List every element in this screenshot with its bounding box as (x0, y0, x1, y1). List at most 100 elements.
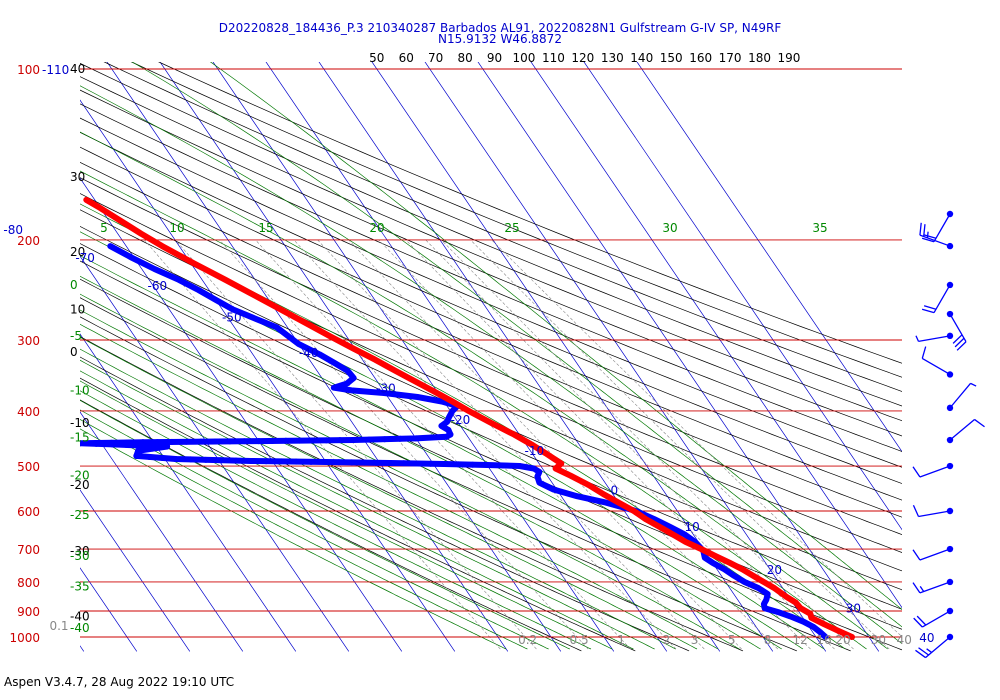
moist-adiabat-label: -15 (70, 430, 90, 444)
moist-adiabat-label: -40 (70, 621, 90, 635)
moist-adiabat-label: -10 (70, 383, 90, 397)
moist-adiabat-label: 5 (100, 221, 108, 235)
dry-adiabat-line (158, 62, 902, 364)
mixing-ratio-line (317, 239, 705, 650)
moist-adiabat-label: 0 (70, 278, 78, 292)
isotherm-label: -40 (299, 346, 319, 360)
wind-barb-flag (916, 615, 927, 626)
wind-barb-flag (923, 234, 937, 239)
wind-barb-half-flag (915, 335, 920, 342)
pressure-label: 900 (17, 605, 40, 619)
x-axis-tick-label: 190 (778, 51, 801, 65)
wind-barbs (912, 210, 985, 659)
mixing-ratio-line (491, 239, 902, 638)
dewpoint-dot (226, 438, 233, 445)
mixing-ratio-label: 12 (793, 633, 808, 647)
diagram-grid (80, 62, 902, 652)
wind-barb-staff (918, 335, 951, 343)
mixing-ratio-label: 16 (816, 633, 831, 647)
wind-barb (946, 418, 985, 444)
dry-adiabat-line (80, 62, 902, 407)
dewpoint-dot (164, 443, 171, 450)
wind-barb-staff (933, 213, 951, 243)
wind-barb (921, 346, 954, 378)
dewpoint-dot (445, 426, 452, 433)
wind-barb-flag (921, 308, 935, 314)
dewpoint-dot (212, 438, 219, 445)
mixing-ratio-line (293, 239, 677, 650)
moist-adiabat-line (80, 275, 782, 650)
dewpoint-dot (323, 437, 330, 444)
dewpoint-dot (168, 438, 175, 445)
isotherm-label: -80 (3, 223, 23, 237)
isotherm-label: 20 (767, 563, 782, 577)
dewpoint-dot (447, 431, 454, 438)
isotherm-label: -20 (451, 413, 471, 427)
dewpoint-dot (440, 461, 447, 468)
isotherm-label: -70 (75, 251, 95, 265)
wind-barb (912, 545, 954, 561)
moist-adiabat-line (80, 380, 613, 650)
dry-adiabat-line (80, 117, 902, 468)
moist-adiabat-line (210, 62, 902, 610)
dewpoint-dot (159, 454, 166, 461)
dewpoint-dot (92, 440, 99, 447)
dry-adiabat-line (80, 209, 902, 572)
wind-barb-flag (952, 334, 963, 344)
x-axis-tick-label: 70 (428, 51, 443, 65)
isotherm-label: -10 (525, 444, 545, 458)
dewpoint-dot (387, 460, 394, 467)
wind-barb (915, 633, 954, 659)
mixing-ratio-label: 0.2 (518, 633, 537, 647)
mixing-ratio-line (470, 239, 890, 650)
dry-adiabat-line (130, 62, 902, 378)
wind-barb-staff (933, 284, 951, 313)
dry-adiabat-line (80, 89, 902, 437)
dewpoint-dot (335, 459, 342, 466)
dry-adiabat-line (80, 297, 851, 652)
pressure-label: 800 (17, 576, 40, 590)
x-axis-tick-label: 50 (369, 51, 384, 65)
dewpoint-dot (516, 463, 523, 470)
x-axis-tick-label: 110 (542, 51, 565, 65)
isotherm-label: 0 (611, 483, 619, 497)
dewpoint-dot (350, 437, 357, 444)
dry-adiabat-line (80, 356, 690, 652)
mixing-ratio-line (425, 239, 835, 650)
wind-barb-staff (925, 636, 951, 659)
mixing-ratio-label: 1 (617, 633, 625, 647)
moist-adiabat-line (80, 399, 570, 650)
wind-barb-flag (921, 237, 935, 243)
pressure-label: 400 (17, 405, 40, 419)
isotherm-label: 30 (846, 601, 861, 615)
dewpoint-dot (455, 461, 462, 468)
dry-adiabat-line (80, 193, 902, 553)
moist-adiabat-label: 30 (662, 221, 677, 235)
wind-barb-flag (923, 305, 937, 310)
dewpoint-dot (183, 438, 190, 445)
dewpoint-dot (412, 435, 419, 442)
mixing-ratio-line (175, 239, 537, 650)
wind-barb-station (946, 281, 954, 289)
dewpoint-dot (293, 458, 300, 465)
mixing-ratio-label: 0.1 (49, 619, 68, 633)
x-axis-tick-label: 60 (399, 51, 414, 65)
mixing-ratio-line (441, 239, 854, 650)
dry-adiabat-line (80, 161, 902, 518)
wind-barb-flag (918, 647, 929, 656)
top-isotherm-label: -110 (42, 63, 69, 77)
wind-barb-flag (974, 418, 985, 428)
theta-label: 40 (70, 62, 85, 76)
dewpoint-dot (217, 457, 224, 464)
dewpoint-dot (296, 437, 303, 444)
dewpoint-dot (241, 438, 248, 445)
diagram-labels: 50 60 70 80 90 100 110 120 130 140 150 160 170 180 190… (3, 51, 934, 647)
isotherm-line (583, 62, 902, 531)
theta-label: 20 (70, 245, 85, 259)
isotherm-line (80, 567, 138, 652)
dry-adiabat-line (80, 243, 902, 610)
chart-title-line2: N15.9132 W46.8872 (438, 32, 562, 46)
mixing-ratio-line (348, 239, 742, 650)
moist-adiabat-line (80, 370, 634, 650)
isotherm-line (424, 62, 827, 652)
